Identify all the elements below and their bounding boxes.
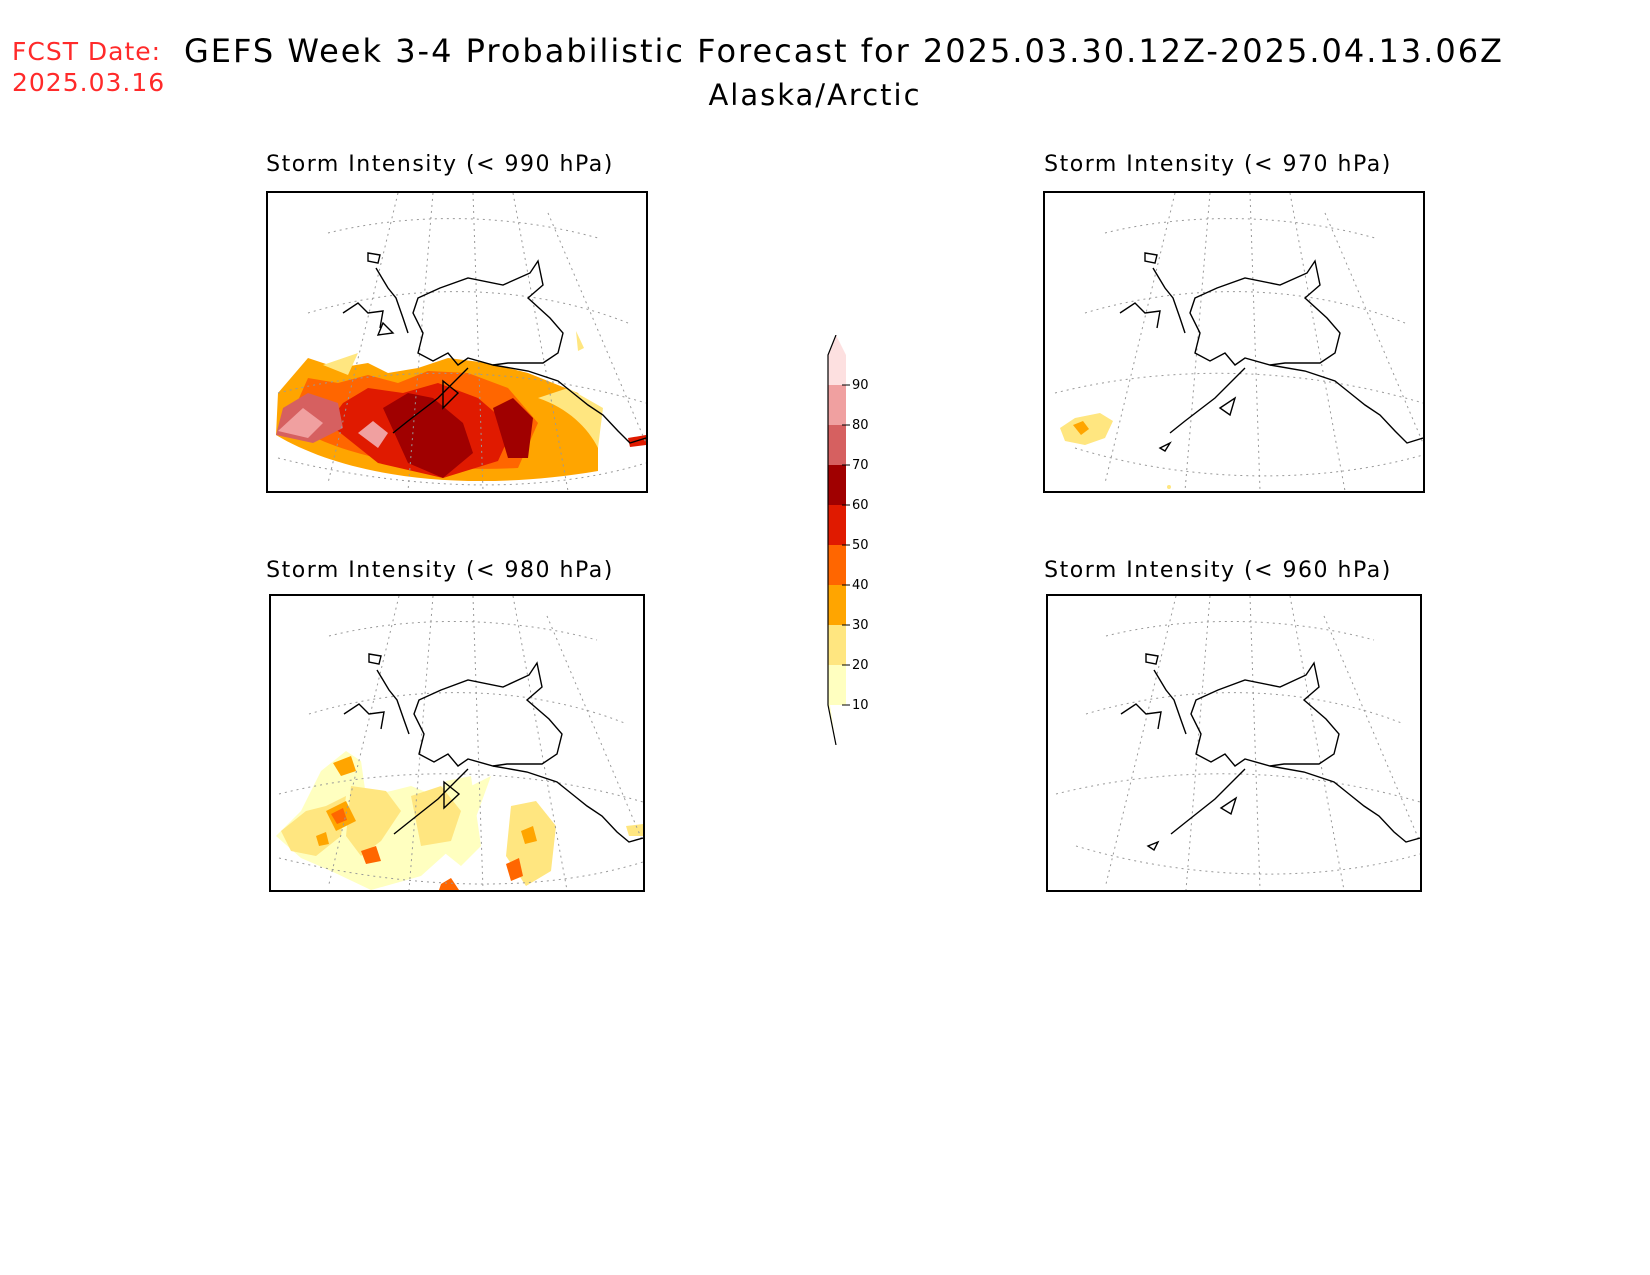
fcst-date-label: FCST Date: [12,37,162,66]
main-title: GEFS Week 3-4 Probabilistic Forecast for… [184,32,1504,70]
colorbar-segment [828,425,846,465]
coastline [1119,252,1423,452]
latlon-grid [1054,193,1423,491]
region-subtitle: Alaska/Arctic [708,78,922,112]
colorbar-outline [827,334,837,746]
probability-shading [276,751,643,890]
latlon-grid [278,596,643,890]
fcst-date-block: FCST Date: 2025.03.16 [12,36,165,98]
colorbar-segment [828,545,846,585]
coastline [1120,653,1420,852]
colorbar-segment [828,585,846,625]
colorbar-segment [828,465,846,505]
colorbar-label: 70 [852,458,869,473]
fcst-date-value: 2025.03.16 [12,68,166,97]
colorbar-segment [828,385,846,425]
colorbar-segment [828,335,846,385]
latlon-grid [1055,596,1420,890]
colorbar-label: 60 [852,498,869,513]
map-panel-980 [269,594,645,892]
coastline [342,252,646,444]
colorbar-label: 50 [852,538,869,553]
map-panel-990 [266,191,648,493]
colorbar-label: 90 [852,378,869,393]
panel-title-990: Storm Intensity (< 990 hPa) [266,152,614,177]
probability-colorbar: 10 20 30 40 50 60 70 80 90 [820,334,880,749]
map-panel-960 [1046,594,1422,892]
panel-title-960: Storm Intensity (< 960 hPa) [1044,558,1392,583]
colorbar-label: 10 [852,698,869,713]
coastline [343,653,643,843]
colorbar-label: 20 [852,658,869,673]
colorbar-segment [828,505,846,545]
colorbar-segment [828,625,846,665]
colorbar-label: 40 [852,578,869,593]
probability-shading [276,331,646,482]
colorbar-label: 80 [852,418,869,433]
map-panel-970 [1043,191,1425,493]
panel-title-970: Storm Intensity (< 970 hPa) [1044,152,1392,177]
probability-shading [1060,413,1171,489]
panel-title-980: Storm Intensity (< 980 hPa) [266,558,614,583]
colorbar-label: 30 [852,618,869,633]
